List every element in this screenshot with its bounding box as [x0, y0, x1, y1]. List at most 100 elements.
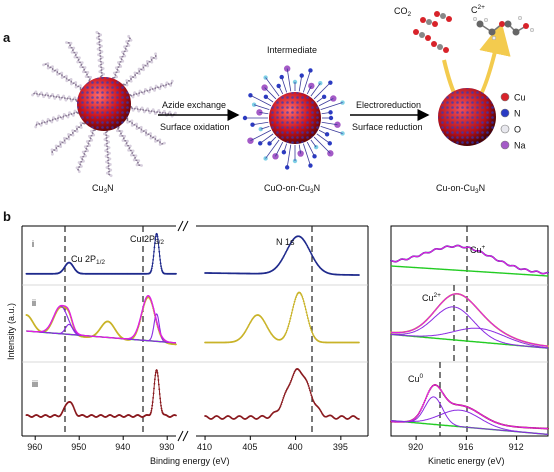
ligand-atom — [75, 51, 79, 55]
ligand-atom — [79, 121, 83, 125]
ligand-atom — [140, 106, 144, 110]
ligand-atom — [95, 36, 99, 40]
ligand-atom — [74, 81, 78, 84]
cu2p12-label: Cu 2P1/2 — [71, 254, 105, 266]
legend-swatch-o — [500, 124, 510, 134]
intermediate-ion — [281, 150, 287, 155]
ligand-atom — [55, 149, 58, 152]
ligand-atom — [65, 74, 68, 78]
arrow1-top-label: Azide exchange — [162, 100, 226, 110]
auger-tick-label: 912 — [509, 442, 524, 452]
ligand-atom — [72, 46, 76, 50]
ion-bond — [269, 136, 277, 144]
ligand-atom — [41, 119, 45, 123]
ligand-atom — [63, 136, 66, 140]
ion-bond — [265, 77, 280, 97]
ligand-atom — [106, 135, 110, 138]
ligand-atom — [125, 83, 129, 87]
ligand-atom — [127, 148, 130, 152]
ligand-atom — [119, 65, 123, 68]
ligand-atom — [154, 52, 157, 56]
xps-tick-label: 395 — [333, 442, 348, 452]
n1s-spectrum-2 — [205, 291, 359, 343]
ligand-atom — [55, 118, 59, 122]
ion-bond — [310, 139, 317, 148]
ligand-atom — [127, 34, 131, 38]
ligand-atom — [51, 93, 54, 96]
ion-bond — [316, 133, 331, 144]
ligand-atom — [65, 41, 68, 44]
ligand-atom — [142, 92, 146, 96]
ligand-atom — [140, 164, 143, 167]
ion-bond — [321, 121, 338, 126]
ligand-atom — [79, 126, 83, 129]
ligand-atom — [151, 108, 155, 112]
cuo-core-texture — [269, 92, 321, 144]
ligand-atom — [86, 71, 90, 74]
ligand-atom — [170, 79, 174, 83]
ion-bond — [260, 125, 270, 130]
ligand-atom — [73, 109, 77, 113]
c2-label: C2+ — [471, 4, 485, 15]
ligand-atom — [141, 63, 145, 67]
ligand-atom — [80, 61, 84, 65]
ligand-atom — [135, 127, 139, 131]
ligand-atom — [133, 76, 137, 79]
ligand-atom — [123, 134, 127, 138]
ligand-atom — [158, 143, 162, 146]
ion-bond — [318, 129, 328, 135]
ligand-atom — [104, 154, 108, 158]
auger-fit-envelope — [390, 244, 548, 275]
ligand-atom — [90, 129, 93, 133]
ligand-atom — [55, 68, 59, 72]
ligand-atom — [129, 75, 133, 79]
ligand-atom — [117, 70, 121, 74]
ligand-atom — [144, 87, 147, 91]
ligand-atom — [120, 129, 124, 133]
intermediate-ion — [276, 83, 281, 89]
panel-b-label: b — [3, 209, 11, 224]
ligand-atom — [89, 75, 93, 79]
ligand-atom — [85, 140, 89, 143]
ligand-atom — [109, 174, 113, 178]
ligand-atom — [45, 92, 49, 95]
ligand-atom — [108, 151, 111, 155]
ion-bond — [253, 104, 270, 111]
ligand-atom — [71, 133, 75, 137]
ligand-atom — [64, 98, 68, 102]
ligand-atom — [137, 67, 141, 71]
xps-x-axis-label: Binding energy (eV) — [150, 456, 230, 466]
ligand-atom — [150, 56, 153, 59]
ligand-atom — [51, 65, 54, 69]
ligand-atom — [56, 93, 60, 97]
ligand-atom — [42, 95, 46, 99]
ligand-atom — [146, 64, 150, 68]
ligand-atom — [71, 113, 75, 117]
ligand-atom — [83, 66, 87, 69]
ligand-atom — [63, 141, 67, 145]
ligand-atom — [142, 110, 146, 114]
ion-bond — [265, 96, 274, 103]
ligand-atom — [124, 143, 128, 147]
ion-bond — [259, 111, 269, 115]
ion-bond — [310, 82, 321, 97]
ligand-atom — [160, 82, 163, 86]
ligand-atom — [69, 41, 73, 45]
auger-background-fit — [390, 265, 549, 277]
ligand-atom — [79, 65, 82, 69]
ligand-atom — [90, 138, 94, 142]
row-label-ii: ii — [32, 298, 36, 308]
stage3-caption: Cu-on-Cu3N — [436, 183, 485, 195]
ligand-atom — [84, 75, 88, 79]
ligand-atom — [163, 85, 167, 89]
ligand-atom — [81, 150, 85, 154]
xps-tick-label: 400 — [288, 442, 303, 452]
ligand-atom — [73, 96, 77, 100]
ion-bond — [286, 144, 292, 168]
ligand-atom — [115, 75, 118, 79]
ligand-atom — [103, 132, 106, 136]
ligand-atom — [119, 55, 122, 59]
ligand-atom — [134, 154, 138, 158]
cuo-on-cu3n-nanocrystal — [242, 65, 345, 170]
